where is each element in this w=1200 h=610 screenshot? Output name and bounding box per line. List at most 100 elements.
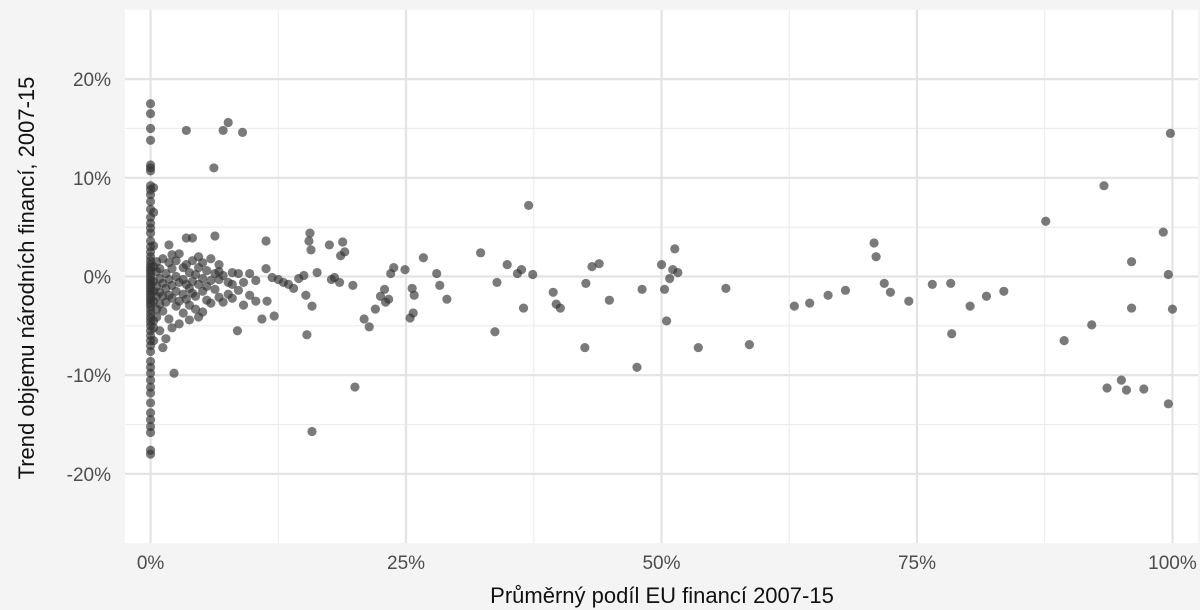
- data-point: [662, 316, 672, 326]
- data-point: [1087, 320, 1097, 330]
- x-tick-label: 100%: [1148, 553, 1197, 574]
- data-point: [587, 262, 597, 272]
- data-point: [145, 427, 156, 438]
- data-point: [400, 264, 410, 275]
- data-point: [198, 273, 208, 284]
- data-point: [673, 267, 683, 278]
- data-point: [149, 336, 159, 346]
- data-point: [324, 240, 334, 250]
- data-point: [190, 269, 201, 280]
- y-tick-label: -20%: [67, 465, 111, 486]
- data-point: [1126, 257, 1137, 267]
- data-point: [407, 283, 417, 293]
- data-point: [304, 236, 314, 246]
- data-point: [261, 264, 271, 274]
- data-point: [198, 258, 208, 268]
- data-point: [145, 368, 156, 378]
- data-point: [218, 270, 228, 281]
- data-point: [408, 308, 418, 318]
- data-point: [206, 254, 216, 264]
- data-point: [227, 293, 237, 303]
- data-point: [340, 247, 350, 257]
- data-point: [885, 287, 896, 297]
- data-point: [209, 163, 219, 173]
- data-point: [744, 340, 754, 350]
- data-point: [490, 327, 500, 337]
- data-point: [1126, 303, 1137, 313]
- data-point: [1041, 216, 1051, 226]
- data-point: [302, 330, 312, 340]
- data-point: [251, 296, 261, 306]
- data-point: [409, 290, 419, 300]
- data-point: [927, 279, 937, 289]
- data-point: [289, 283, 299, 293]
- data-point: [251, 275, 261, 286]
- data-point: [167, 323, 177, 333]
- data-point: [789, 301, 799, 311]
- data-point: [721, 283, 731, 293]
- data-point: [210, 284, 220, 294]
- data-point: [152, 312, 162, 322]
- data-point: [171, 256, 181, 266]
- data-point: [223, 117, 233, 128]
- data-point: [1158, 227, 1168, 237]
- data-point: [206, 298, 216, 308]
- x-tick-label: 0%: [137, 553, 165, 574]
- data-point: [1059, 336, 1069, 346]
- data-point: [307, 426, 317, 437]
- data-point: [435, 280, 445, 290]
- data-point: [555, 303, 565, 313]
- data-point: [665, 273, 675, 284]
- data-point: [1121, 385, 1132, 395]
- data-point: [145, 388, 156, 398]
- data-point: [301, 290, 311, 300]
- data-point: [1163, 399, 1173, 409]
- data-point: [637, 284, 647, 294]
- data-point: [238, 300, 249, 310]
- data-point: [155, 326, 165, 336]
- data-point: [670, 244, 680, 254]
- data-point: [307, 301, 317, 311]
- data-point: [335, 277, 345, 288]
- data-point: [379, 284, 390, 294]
- data-point: [869, 238, 879, 248]
- data-point: [206, 275, 216, 286]
- data-point: [384, 294, 394, 304]
- data-point: [158, 306, 168, 316]
- data-point: [174, 319, 184, 329]
- y-tick-label: 20%: [73, 70, 111, 91]
- data-point: [158, 342, 168, 353]
- data-point: [149, 241, 159, 251]
- data-point: [233, 268, 244, 279]
- data-point: [237, 127, 248, 137]
- data-point: [659, 284, 670, 294]
- data-point: [262, 296, 272, 306]
- data-point: [233, 285, 244, 295]
- data-point: [145, 228, 156, 238]
- data-point: [190, 291, 201, 301]
- data-point: [370, 304, 380, 314]
- data-point: [528, 269, 538, 280]
- data-point: [946, 278, 956, 289]
- data-point: [238, 277, 249, 288]
- data-point: [632, 362, 642, 372]
- data-point: [155, 264, 165, 274]
- data-point: [364, 322, 374, 332]
- data-point: [145, 99, 156, 109]
- data-point: [181, 125, 191, 136]
- data-point: [965, 301, 975, 311]
- data-point: [178, 308, 188, 318]
- data-point: [442, 294, 452, 304]
- data-point: [164, 314, 174, 324]
- data-point: [518, 303, 529, 313]
- data-point: [1116, 375, 1126, 385]
- y-axis-title: Trend objemu národních financí, 2007-15: [14, 77, 39, 480]
- data-point: [823, 290, 833, 300]
- data-point: [167, 293, 177, 303]
- data-point: [145, 375, 156, 385]
- data-point: [840, 285, 851, 295]
- data-point: [476, 248, 486, 258]
- data-point: [174, 296, 184, 306]
